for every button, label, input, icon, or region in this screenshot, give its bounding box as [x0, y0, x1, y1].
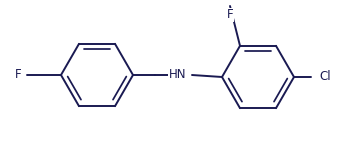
- Text: F: F: [227, 9, 233, 21]
- Text: HN: HN: [169, 69, 187, 81]
- Text: Cl: Cl: [319, 70, 331, 84]
- Text: F: F: [15, 69, 21, 81]
